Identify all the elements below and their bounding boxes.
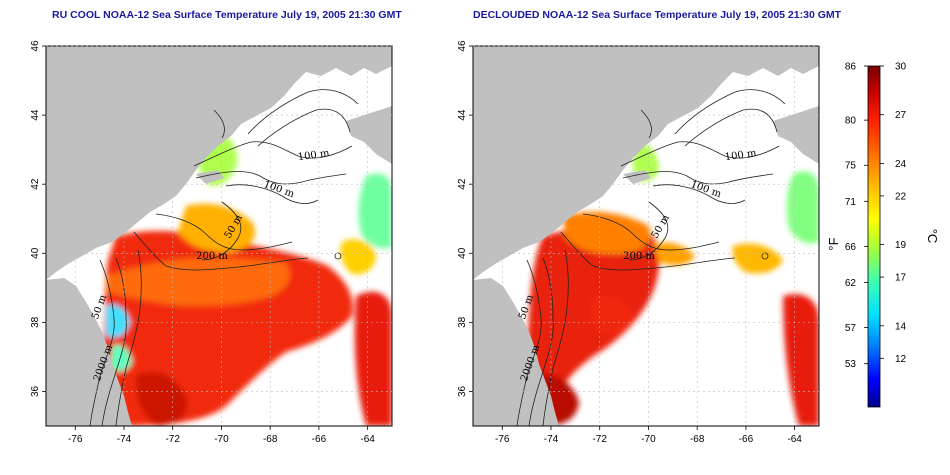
right-lat-tick-label: 42 [457,178,468,190]
right-lat-tick-label: 46 [457,40,468,52]
right-lon-tick-label: -70 [641,434,656,445]
left-lon-tick-label: -74 [117,434,132,445]
fahrenheit-tick-label: 80 [845,116,857,127]
fahrenheit-tick-label: 75 [845,161,857,172]
right-lon-tick-label: -66 [739,434,754,445]
celsius-tick-label: 30 [895,62,907,73]
fahrenheit-tick-label: 66 [845,242,857,253]
right-lon-tick-label: -76 [495,434,510,445]
left-contour-label: 100 m [297,148,330,163]
right-lon-tick-label: -74 [544,434,559,445]
grid-lines [46,45,819,426]
left-lat-tick-label: 40 [30,247,41,259]
right-lon-tick-label: -64 [787,434,802,445]
celsius-tick-label: 12 [895,354,907,365]
axis-ticks: -76 -74 -72 -70 -68 -66 -64 36 38 40 42 44 46 -76 -74 -… [30,40,802,445]
left-lon-tick-label: -72 [165,434,180,445]
fahrenheit-tick-label: 57 [845,323,857,334]
right-contour-label: 200 m [623,251,655,262]
colorbar-ticks: 30 27 24 22 19 17 14 12 86 80 75 71 66 62 57 53 [845,62,907,371]
left-lon-tick-label: -68 [263,434,278,445]
colorbar-gradient-bar [867,65,881,408]
right-map-frame [472,45,820,427]
colorbar: 30 27 24 22 19 17 14 12 86 80 75 71 66 62 57 53 °F °C [826,62,940,408]
right-map-title: DECLOUDED NOAA-12 Sea Surface Temperatur… [473,9,842,21]
right-lon-tick-label: -68 [690,434,705,445]
celsius-tick-label: 14 [895,321,907,332]
fahrenheit-tick-label: 86 [845,62,857,73]
right-lat-tick-label: 36 [457,385,468,397]
left-map-frame [45,45,393,427]
left-lat-tick-label: 42 [30,178,41,190]
right-lat-tick-label: 40 [457,247,468,259]
celsius-tick-label: 17 [895,273,907,284]
celsius-tick-label: 24 [895,159,907,170]
left-lat-tick-label: 44 [30,109,41,121]
left-lat-tick-label: 38 [30,316,41,328]
left-contour-label: 200 m [196,251,228,262]
left-lon-tick-label: -70 [214,434,229,445]
right-map [472,45,820,427]
left-lat-tick-label: 46 [30,40,41,52]
left-map-title: RU COOL NOAA-12 Sea Surface Temperature … [52,9,402,21]
left-lon-tick-label: -76 [68,434,83,445]
fahrenheit-tick-label: 53 [845,359,857,370]
right-lat-tick-label: 38 [457,316,468,328]
left-lon-tick-label: -66 [312,434,327,445]
celsius-unit-label: °C [925,229,940,244]
celsius-tick-label: 22 [895,191,907,202]
right-lat-tick-label: 44 [457,109,468,121]
fahrenheit-unit-label: °F [826,237,841,250]
left-lon-tick-label: -64 [360,434,375,445]
left-lat-tick-label: 36 [30,385,41,397]
left-map [45,45,393,427]
celsius-tick-label: 19 [895,240,907,251]
fahrenheit-tick-label: 71 [845,197,857,208]
right-lon-tick-label: -72 [592,434,607,445]
right-contour-label: 100 m [724,148,757,163]
fahrenheit-tick-label: 62 [845,278,857,289]
celsius-tick-label: 27 [895,110,907,121]
